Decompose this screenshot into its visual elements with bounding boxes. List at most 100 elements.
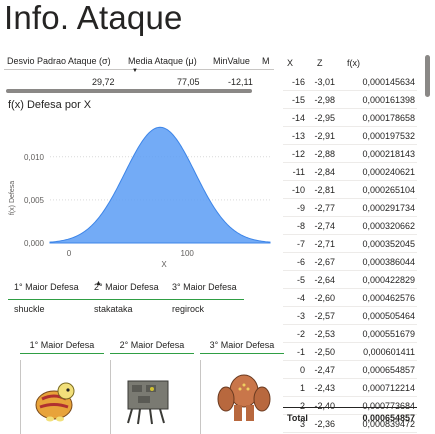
col-std-header[interactable]: Desvio Padrao Ataque (σ) xyxy=(7,56,111,66)
total-value: 0,000654857 xyxy=(362,413,415,423)
cell-fx: 0,000145634 xyxy=(362,77,415,87)
table-row[interactable]: 1 -2,43 0,000712214 xyxy=(283,379,417,397)
table-row[interactable]: -5 -2,64 0,000422829 xyxy=(283,271,417,289)
cell-z: -2,88 xyxy=(314,149,335,159)
card-second-defense[interactable]: 2° Maior Defesa xyxy=(108,336,196,434)
cell-x: -4 xyxy=(296,293,305,303)
cell-z: -2,81 xyxy=(314,185,335,195)
cell-fx: 0,000291734 xyxy=(362,203,415,213)
col-fx-header[interactable]: f(x) xyxy=(347,58,360,68)
first-defense-value: shuckle xyxy=(14,304,45,314)
cell-x: -6 xyxy=(296,257,305,267)
cell-z: -2,64 xyxy=(314,275,335,285)
table-row[interactable]: -2 -2,53 0,000551679 xyxy=(283,325,417,343)
cell-fx: 0,000462576 xyxy=(362,293,415,303)
cell-x: -8 xyxy=(296,221,305,231)
cell-fx: 0,000218143 xyxy=(362,149,415,159)
cell-fx: 0,000601411 xyxy=(363,347,415,357)
col-z-header[interactable]: Z xyxy=(317,58,323,68)
stats-table[interactable]: Desvio Padrao Ataque (σ) Media Ataque (μ… xyxy=(4,52,274,96)
card-label: 3° Maior Defesa xyxy=(209,340,275,350)
table-row[interactable]: -8 -2,74 0,000320662 xyxy=(283,217,417,235)
cell-x: -15 xyxy=(291,95,305,105)
cell-z: -2,98 xyxy=(314,95,335,105)
card-frame xyxy=(200,360,284,434)
table-row[interactable]: -12 -2,88 0,000218143 xyxy=(283,145,417,163)
cell-x: 2 xyxy=(299,401,305,411)
card-label: 2° Maior Defesa xyxy=(119,340,185,350)
table-row[interactable]: -10 -2,81 0,000265104 xyxy=(283,181,417,199)
table-row[interactable]: 3 -2,36 0,000839472 xyxy=(283,415,417,433)
first-defense-header[interactable]: 1° Maior Defesa xyxy=(14,282,79,292)
table-row[interactable]: -13 -2,91 0,000197532 xyxy=(283,127,417,145)
card-underline xyxy=(200,353,284,354)
y-axis-label: f(x) Defesa xyxy=(9,181,16,215)
table-row[interactable]: -14 -2,95 0,000178658 xyxy=(283,109,417,127)
sort-desc-icon[interactable]: ▼ xyxy=(132,68,138,74)
horizontal-scrollbar[interactable] xyxy=(6,89,252,93)
cell-z: -2,47 xyxy=(314,365,335,375)
fx-table-body: -16 -3,01 0,000145634 -15 -2,98 0,000161398 -1… xyxy=(283,73,417,434)
density-area[interactable] xyxy=(49,126,271,244)
table-row[interactable]: -6 -2,67 0,000386044 xyxy=(283,253,417,271)
x-axis-label: X xyxy=(161,260,167,269)
cell-x: -9 xyxy=(296,203,305,213)
table-row[interactable]: -16 -3,01 0,000145634 xyxy=(283,73,417,91)
table-row[interactable]: -9 -2,77 0,000291734 xyxy=(283,199,417,217)
cell-x: -5 xyxy=(296,275,305,285)
fx-table[interactable]: X Z f(x) -16 -3,01 0,000145634 -15 -2,98 0,00… xyxy=(283,52,433,434)
card-frame xyxy=(110,360,194,434)
density-chart[interactable]: 0,000 0,005 0,010 0 100 f(x) Defesa X xyxy=(0,110,272,272)
stats-header: Desvio Padrao Ataque (σ) Media Ataque (μ… xyxy=(4,52,274,70)
cell-z: -2,77 xyxy=(314,203,335,213)
col-x-header[interactable]: X xyxy=(287,58,294,68)
cell-fx: 0,000386044 xyxy=(362,257,415,267)
cell-x: 3 xyxy=(299,419,305,429)
cell-fx: 0,000320662 xyxy=(362,221,415,231)
col-max-header[interactable]: M xyxy=(262,56,270,66)
cell-z: -2,71 xyxy=(314,239,335,249)
top-defense-table[interactable]: 1° Maior Defesa ▲ 2° Maior Defesa 3° Mai… xyxy=(8,278,248,318)
cell-fx: 0,000178658 xyxy=(362,113,415,123)
cell-fx: 0,000161398 xyxy=(362,95,415,105)
card-third-defense[interactable]: 3° Maior Defesa xyxy=(198,336,286,434)
cell-x: -12 xyxy=(291,149,305,159)
col-mean-header[interactable]: Media Ataque (μ) xyxy=(128,56,197,66)
card-underline xyxy=(20,353,104,354)
cell-fx: 0,000551679 xyxy=(362,329,415,339)
table-row[interactable]: -3 -2,57 0,000505464 xyxy=(283,307,417,325)
y-tick-label: 0,010 xyxy=(24,153,45,162)
cell-fx: 0,000654857 xyxy=(362,365,415,375)
table-row[interactable]: -11 -2,84 0,000240621 xyxy=(283,163,417,181)
table-row[interactable]: 2 -2,40 0,000773684 xyxy=(283,397,417,415)
cell-z: -2,74 xyxy=(314,221,335,231)
col-min-header[interactable]: MinValue xyxy=(213,56,250,66)
table-row[interactable]: -15 -2,98 0,000161398 xyxy=(283,91,417,109)
third-defense-value: regirock xyxy=(172,304,205,314)
table-row[interactable]: 0 -2,47 0,000654857 xyxy=(283,361,417,379)
table-row[interactable]: -7 -2,71 0,000352045 xyxy=(283,235,417,253)
cell-fx: 0,000839472 xyxy=(362,419,415,429)
sort-asc-icon[interactable]: ▲ xyxy=(95,280,102,287)
cell-x: 1 xyxy=(299,383,305,393)
page-title: Info. Ataque xyxy=(4,0,183,36)
cell-fx: 0,000773684 xyxy=(362,401,415,411)
second-defense-header[interactable]: 2° Maior Defesa xyxy=(94,282,159,292)
min-value: -12,11 xyxy=(228,77,253,87)
cell-x: -13 xyxy=(291,131,305,141)
card-underline xyxy=(110,353,194,354)
table-row[interactable]: -4 -2,60 0,000462576 xyxy=(283,289,417,307)
third-defense-header[interactable]: 3° Maior Defesa xyxy=(172,282,237,292)
y-tick-label: 0,005 xyxy=(24,196,45,205)
cell-z: -2,60 xyxy=(314,293,335,303)
card-first-defense[interactable]: 1° Maior Defesa xyxy=(18,336,106,434)
cell-z: -2,36 xyxy=(314,419,335,429)
cell-z: -2,84 xyxy=(314,167,335,177)
cell-x: -7 xyxy=(296,239,305,249)
cell-x: -16 xyxy=(291,77,305,87)
table-row[interactable]: -1 -2,50 0,000601411 xyxy=(283,343,417,361)
cell-x: -3 xyxy=(296,311,305,321)
vertical-scrollbar[interactable] xyxy=(425,55,430,97)
cell-fx: 0,000352045 xyxy=(362,239,415,249)
cell-fx: 0,000265104 xyxy=(362,185,415,195)
